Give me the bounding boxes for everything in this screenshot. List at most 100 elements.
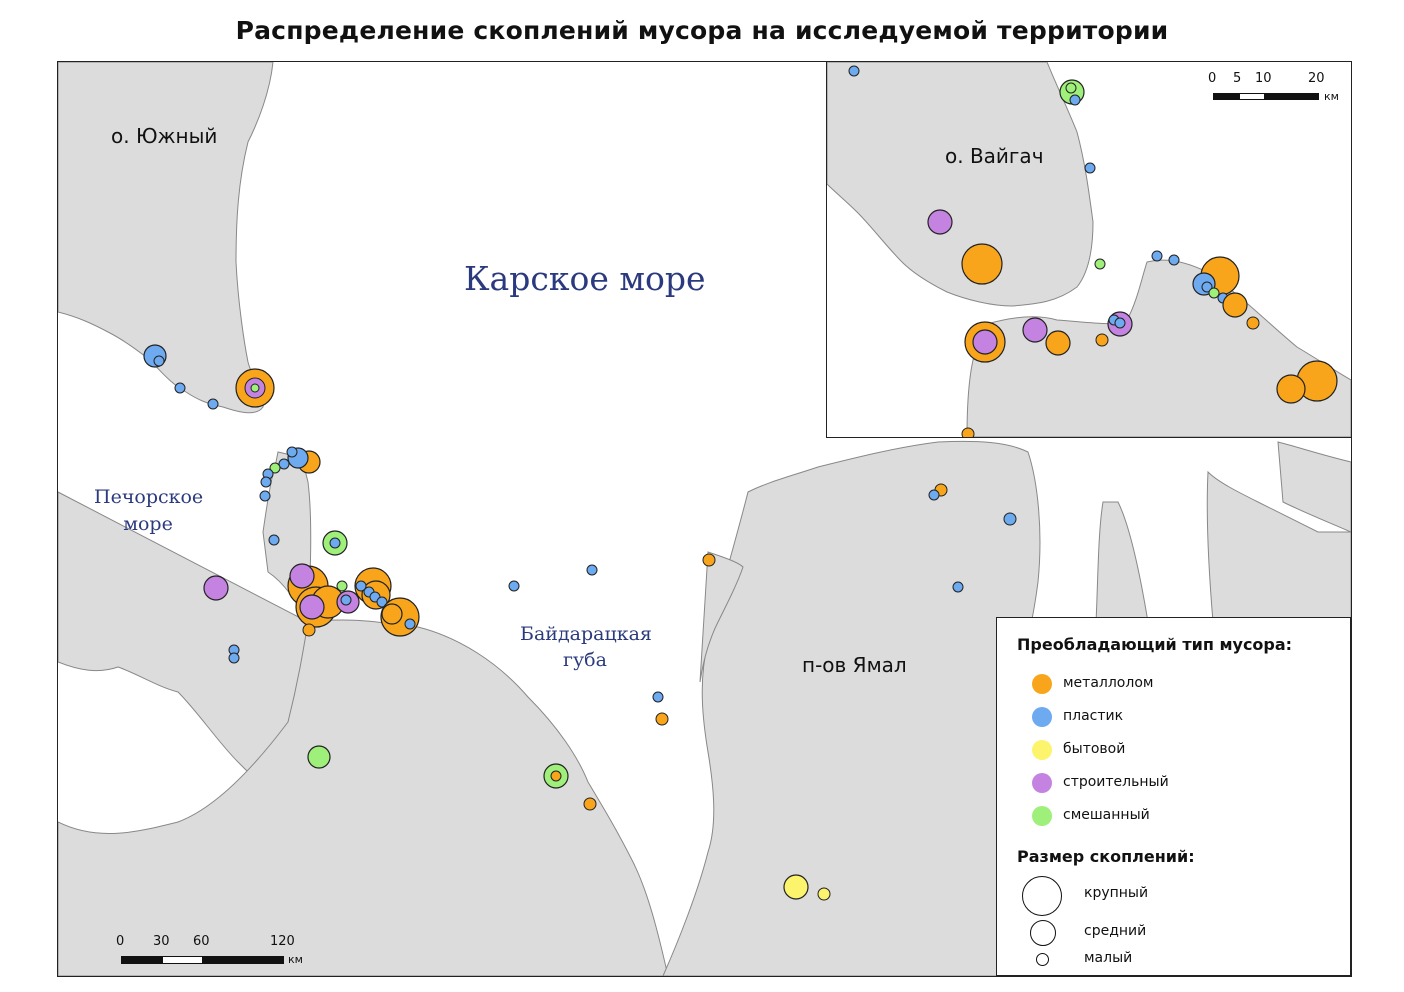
point-plastic [174, 382, 186, 394]
inset-point-metal [1222, 292, 1248, 318]
inset-point-mixed [1094, 258, 1106, 270]
land-east-3 [1277, 441, 1351, 533]
point-plastic [952, 581, 964, 593]
point-household [817, 887, 831, 901]
legend-size-small [1036, 953, 1049, 966]
inset-scale-unit: км [1324, 90, 1339, 103]
label-pechora-sea-2: море [123, 513, 173, 535]
inset-point-plastic [1114, 317, 1126, 329]
inset-point-mixed [1065, 82, 1077, 94]
point-plastic [259, 490, 271, 502]
point-plastic [1003, 512, 1017, 526]
legend-type-heading: Преобладающий тип мусора: [1017, 635, 1293, 654]
inset-scale-tick-20: 20 [1308, 71, 1325, 86]
inset-point-mixed [1208, 287, 1220, 299]
inset-point-plastic [1084, 162, 1096, 174]
label-baydaratskaya-1: Байдарацкая [520, 623, 652, 645]
land-south-island [58, 62, 274, 414]
point-plastic [586, 564, 598, 576]
label-baydaratskaya-2: губа [563, 649, 607, 671]
point-plastic [355, 580, 367, 592]
label-yamal: п-ов Ямал [802, 653, 907, 677]
point-plastic [153, 355, 165, 367]
legend-swatch-metal [1032, 674, 1052, 694]
legend: Преобладающий тип мусора: металлолом пла… [996, 617, 1351, 976]
scale-unit-main: км [288, 953, 303, 966]
label-kara-sea: Карское море [464, 259, 706, 298]
legend-swatch-mixed [1032, 806, 1052, 826]
point-construction [203, 575, 229, 601]
inset-point-construction [927, 209, 953, 235]
point-metal [655, 712, 669, 726]
land-mainland-south [58, 619, 669, 976]
map-title: Распределение скоплений мусора на исслед… [235, 16, 1169, 45]
inset-point-plastic [1168, 254, 1180, 266]
point-metal [302, 623, 316, 637]
legend-label-household: бытовой [1063, 741, 1126, 757]
inset-canvas [827, 62, 1351, 437]
point-mixed [307, 745, 331, 769]
point-metal [702, 553, 716, 567]
point-mixed [269, 462, 281, 474]
scale-tick-30: 30 [153, 934, 170, 949]
point-plastic [278, 458, 290, 470]
label-pechora-sea-1: Печорское [94, 486, 204, 508]
scale-tick-0: 0 [116, 934, 125, 949]
inset-point-metal [961, 243, 1003, 285]
land-yamal [662, 440, 1041, 976]
point-plastic [286, 446, 298, 458]
legend-size-small-label: малый [1084, 950, 1133, 966]
land-spit [699, 551, 744, 683]
legend-label-metal: металлолом [1063, 675, 1154, 691]
point-plastic [329, 537, 341, 549]
legend-label-mixed: смешанный [1063, 807, 1150, 823]
point-plastic [260, 476, 272, 488]
inset-point-metal [1246, 316, 1260, 330]
inset-point-construction [1022, 317, 1048, 343]
inset-point-metal [961, 427, 975, 437]
legend-size-heading: Размер скоплений: [1017, 847, 1195, 866]
legend-swatch-household [1032, 740, 1052, 760]
legend-size-large [1022, 876, 1062, 916]
point-metal [550, 770, 562, 782]
point-plastic [404, 618, 416, 630]
inset-scale-tick-10: 10 [1255, 71, 1272, 86]
inset-point-metal [1045, 330, 1071, 356]
point-construction [289, 563, 315, 589]
point-plastic [228, 652, 240, 664]
inset-point-construction [972, 329, 998, 355]
legend-size-large-label: крупный [1084, 885, 1149, 901]
point-construction [299, 594, 325, 620]
inset-point-plastic [1151, 250, 1163, 262]
point-metal [381, 603, 403, 625]
point-metal [583, 797, 597, 811]
legend-size-medium-label: средний [1084, 923, 1147, 939]
point-plastic [268, 534, 280, 546]
scale-tick-60: 60 [193, 934, 210, 949]
inset-scale-tick-0: 0 [1208, 71, 1217, 86]
point-plastic [340, 594, 352, 606]
inset-point-plastic [848, 65, 860, 77]
point-plastic [207, 398, 219, 410]
point-plastic [508, 580, 520, 592]
legend-label-plastic: пластик [1063, 708, 1124, 724]
inset-point-metal [1276, 374, 1306, 404]
point-plastic [376, 596, 388, 608]
label-south-island: о. Южный [111, 124, 218, 148]
inset-point-plastic [1201, 281, 1213, 293]
inset-map[interactable]: о. Вайгач 0 5 10 20 км [826, 61, 1352, 438]
inset-point-plastic [1069, 94, 1081, 106]
point-plastic [928, 489, 940, 501]
inset-land-vaygach [827, 62, 1094, 307]
point-household [783, 874, 809, 900]
inset-point-metal [1095, 333, 1109, 347]
label-vaygach: о. Вайгач [945, 144, 1044, 168]
point-mixed [336, 580, 348, 592]
legend-swatch-plastic [1032, 707, 1052, 727]
legend-swatch-construction [1032, 773, 1052, 793]
point-mixed [250, 383, 260, 393]
scale-tick-120: 120 [270, 934, 295, 949]
inset-scale-tick-5: 5 [1233, 71, 1242, 86]
legend-size-medium [1030, 920, 1056, 946]
legend-label-construction: строительный [1063, 774, 1169, 790]
